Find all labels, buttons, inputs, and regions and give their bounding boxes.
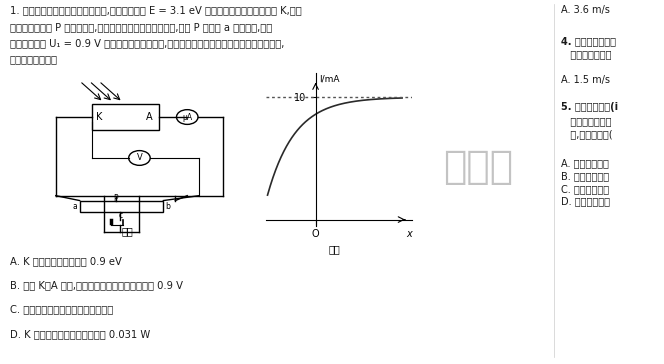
Bar	[92, 104, 159, 130]
Text: A. 从开始加压直: A. 从开始加压直	[561, 158, 609, 168]
Text: 度,利用液态氮(: 度,利用液态氮(	[561, 129, 613, 139]
Text: a: a	[72, 202, 77, 211]
Circle shape	[129, 151, 150, 165]
Circle shape	[177, 110, 198, 124]
Text: C. 同温度下氧分: C. 同温度下氧分	[561, 184, 609, 194]
Bar	[80, 201, 163, 212]
Text: 表示数大小为 U₁ = 0.9 V 时电流表示数刚好为零,图乙是光电流随滑片到中点位移的变化图像,: 表示数大小为 U₁ = 0.9 V 时电流表示数刚好为零,图乙是光电流随滑片到中…	[10, 38, 284, 48]
Text: 1. 图甲是研究光电效应的实验装置,用光子能量为 E = 3.1 eV 的单色光照射光电管的阴极 K,将滑: 1. 图甲是研究光电效应的实验装置,用光子能量为 E = 3.1 eV 的单色光…	[10, 5, 301, 15]
Text: 图乙: 图乙	[329, 244, 341, 254]
Text: A. 1.5 m/s: A. 1.5 m/s	[561, 75, 610, 84]
Text: A. 3.6 m/s: A. 3.6 m/s	[561, 5, 610, 15]
Text: 5. 可利用液态氮(i: 5. 可利用液态氮(i	[561, 102, 618, 112]
Text: 下列说法正确的是: 下列说法正确的是	[10, 55, 58, 64]
Text: C. 逸出光电子的德布罗意波长均相等: C. 逸出光电子的德布罗意波长均相等	[10, 304, 113, 314]
Text: I/mA: I/mA	[319, 74, 340, 83]
Text: b: b	[166, 202, 171, 211]
Text: A: A	[145, 112, 152, 122]
Text: K: K	[96, 112, 102, 122]
Text: V: V	[137, 154, 142, 162]
Text: 动变阻器的滑片 P 移到中点处,此时电流表有示数。闭合开关,滑片 P 移动到 a 端过程中,电压: 动变阻器的滑片 P 移到中点处,此时电流表有示数。闭合开关,滑片 P 移动到 a…	[10, 22, 272, 32]
Text: c: c	[118, 211, 122, 220]
Text: x: x	[406, 229, 412, 240]
Text: D. 液化过程容易: D. 液化过程容易	[561, 197, 610, 206]
Text: μA: μA	[182, 112, 193, 122]
Text: 4. 一列简谐横波沿: 4. 一列简谐横波沿	[561, 36, 616, 46]
Text: D. K 极板接收的光照功率最小为 0.031 W: D. K 极板接收的光照功率最小为 0.031 W	[10, 329, 150, 339]
Text: 图甲: 图甲	[122, 227, 133, 237]
Text: 金考卷: 金考卷	[443, 147, 513, 186]
Text: 用降温加压的方: 用降温加压的方	[561, 116, 612, 126]
Text: P: P	[114, 194, 118, 203]
Text: B. 减小 K、A 间距,电流恰为零时电压表示数大于 0.9 V: B. 减小 K、A 间距,电流恰为零时电压表示数大于 0.9 V	[10, 280, 183, 290]
Text: A. K 极板金属的逸出功为 0.9 eV: A. K 极板金属的逸出功为 0.9 eV	[10, 257, 122, 266]
Text: 简谐横波的波速: 简谐横波的波速	[561, 49, 612, 59]
Text: B. 调节温度除氮: B. 调节温度除氮	[561, 171, 609, 181]
